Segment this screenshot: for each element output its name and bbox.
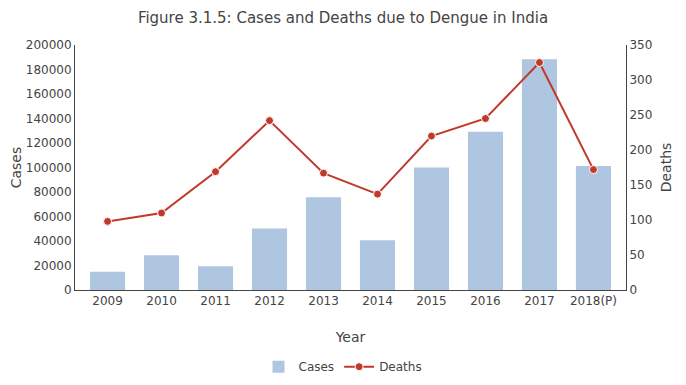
svg-text:100: 100 xyxy=(629,213,652,227)
svg-text:80000: 80000 xyxy=(33,185,71,199)
svg-text:2018(P): 2018(P) xyxy=(570,294,617,308)
svg-text:0: 0 xyxy=(629,283,637,297)
svg-text:160000: 160000 xyxy=(26,87,72,101)
svg-text:2016: 2016 xyxy=(470,294,501,308)
svg-text:200: 200 xyxy=(629,143,652,157)
svg-text:Deaths: Deaths xyxy=(658,143,674,193)
svg-text:60000: 60000 xyxy=(33,210,71,224)
svg-text:2017: 2017 xyxy=(524,294,555,308)
svg-text:Cases: Cases xyxy=(299,360,335,374)
svg-text:0: 0 xyxy=(64,283,72,297)
svg-text:100000: 100000 xyxy=(26,161,72,175)
svg-text:2011: 2011 xyxy=(200,294,231,308)
svg-text:2015: 2015 xyxy=(416,294,447,308)
svg-text:350: 350 xyxy=(629,38,652,52)
svg-text:2010: 2010 xyxy=(146,294,177,308)
svg-text:180000: 180000 xyxy=(26,63,72,77)
svg-text:2012: 2012 xyxy=(254,294,285,308)
svg-text:2009: 2009 xyxy=(92,294,123,308)
svg-text:Cases: Cases xyxy=(8,147,24,189)
svg-text:Year: Year xyxy=(335,329,366,345)
svg-text:50: 50 xyxy=(629,248,644,262)
svg-text:40000: 40000 xyxy=(33,234,71,248)
svg-text:300: 300 xyxy=(629,73,652,87)
svg-text:140000: 140000 xyxy=(26,112,72,126)
svg-text:20000: 20000 xyxy=(33,259,71,273)
svg-text:Figure 3.1.5: Cases and Deaths: Figure 3.1.5: Cases and Deaths due to De… xyxy=(138,9,548,27)
svg-text:250: 250 xyxy=(629,108,652,122)
svg-text:120000: 120000 xyxy=(26,136,72,150)
svg-text:150: 150 xyxy=(629,178,652,192)
svg-text:200000: 200000 xyxy=(26,38,72,52)
svg-text:Deaths: Deaths xyxy=(379,360,422,374)
svg-text:2014: 2014 xyxy=(362,294,393,308)
svg-text:2013: 2013 xyxy=(308,294,339,308)
